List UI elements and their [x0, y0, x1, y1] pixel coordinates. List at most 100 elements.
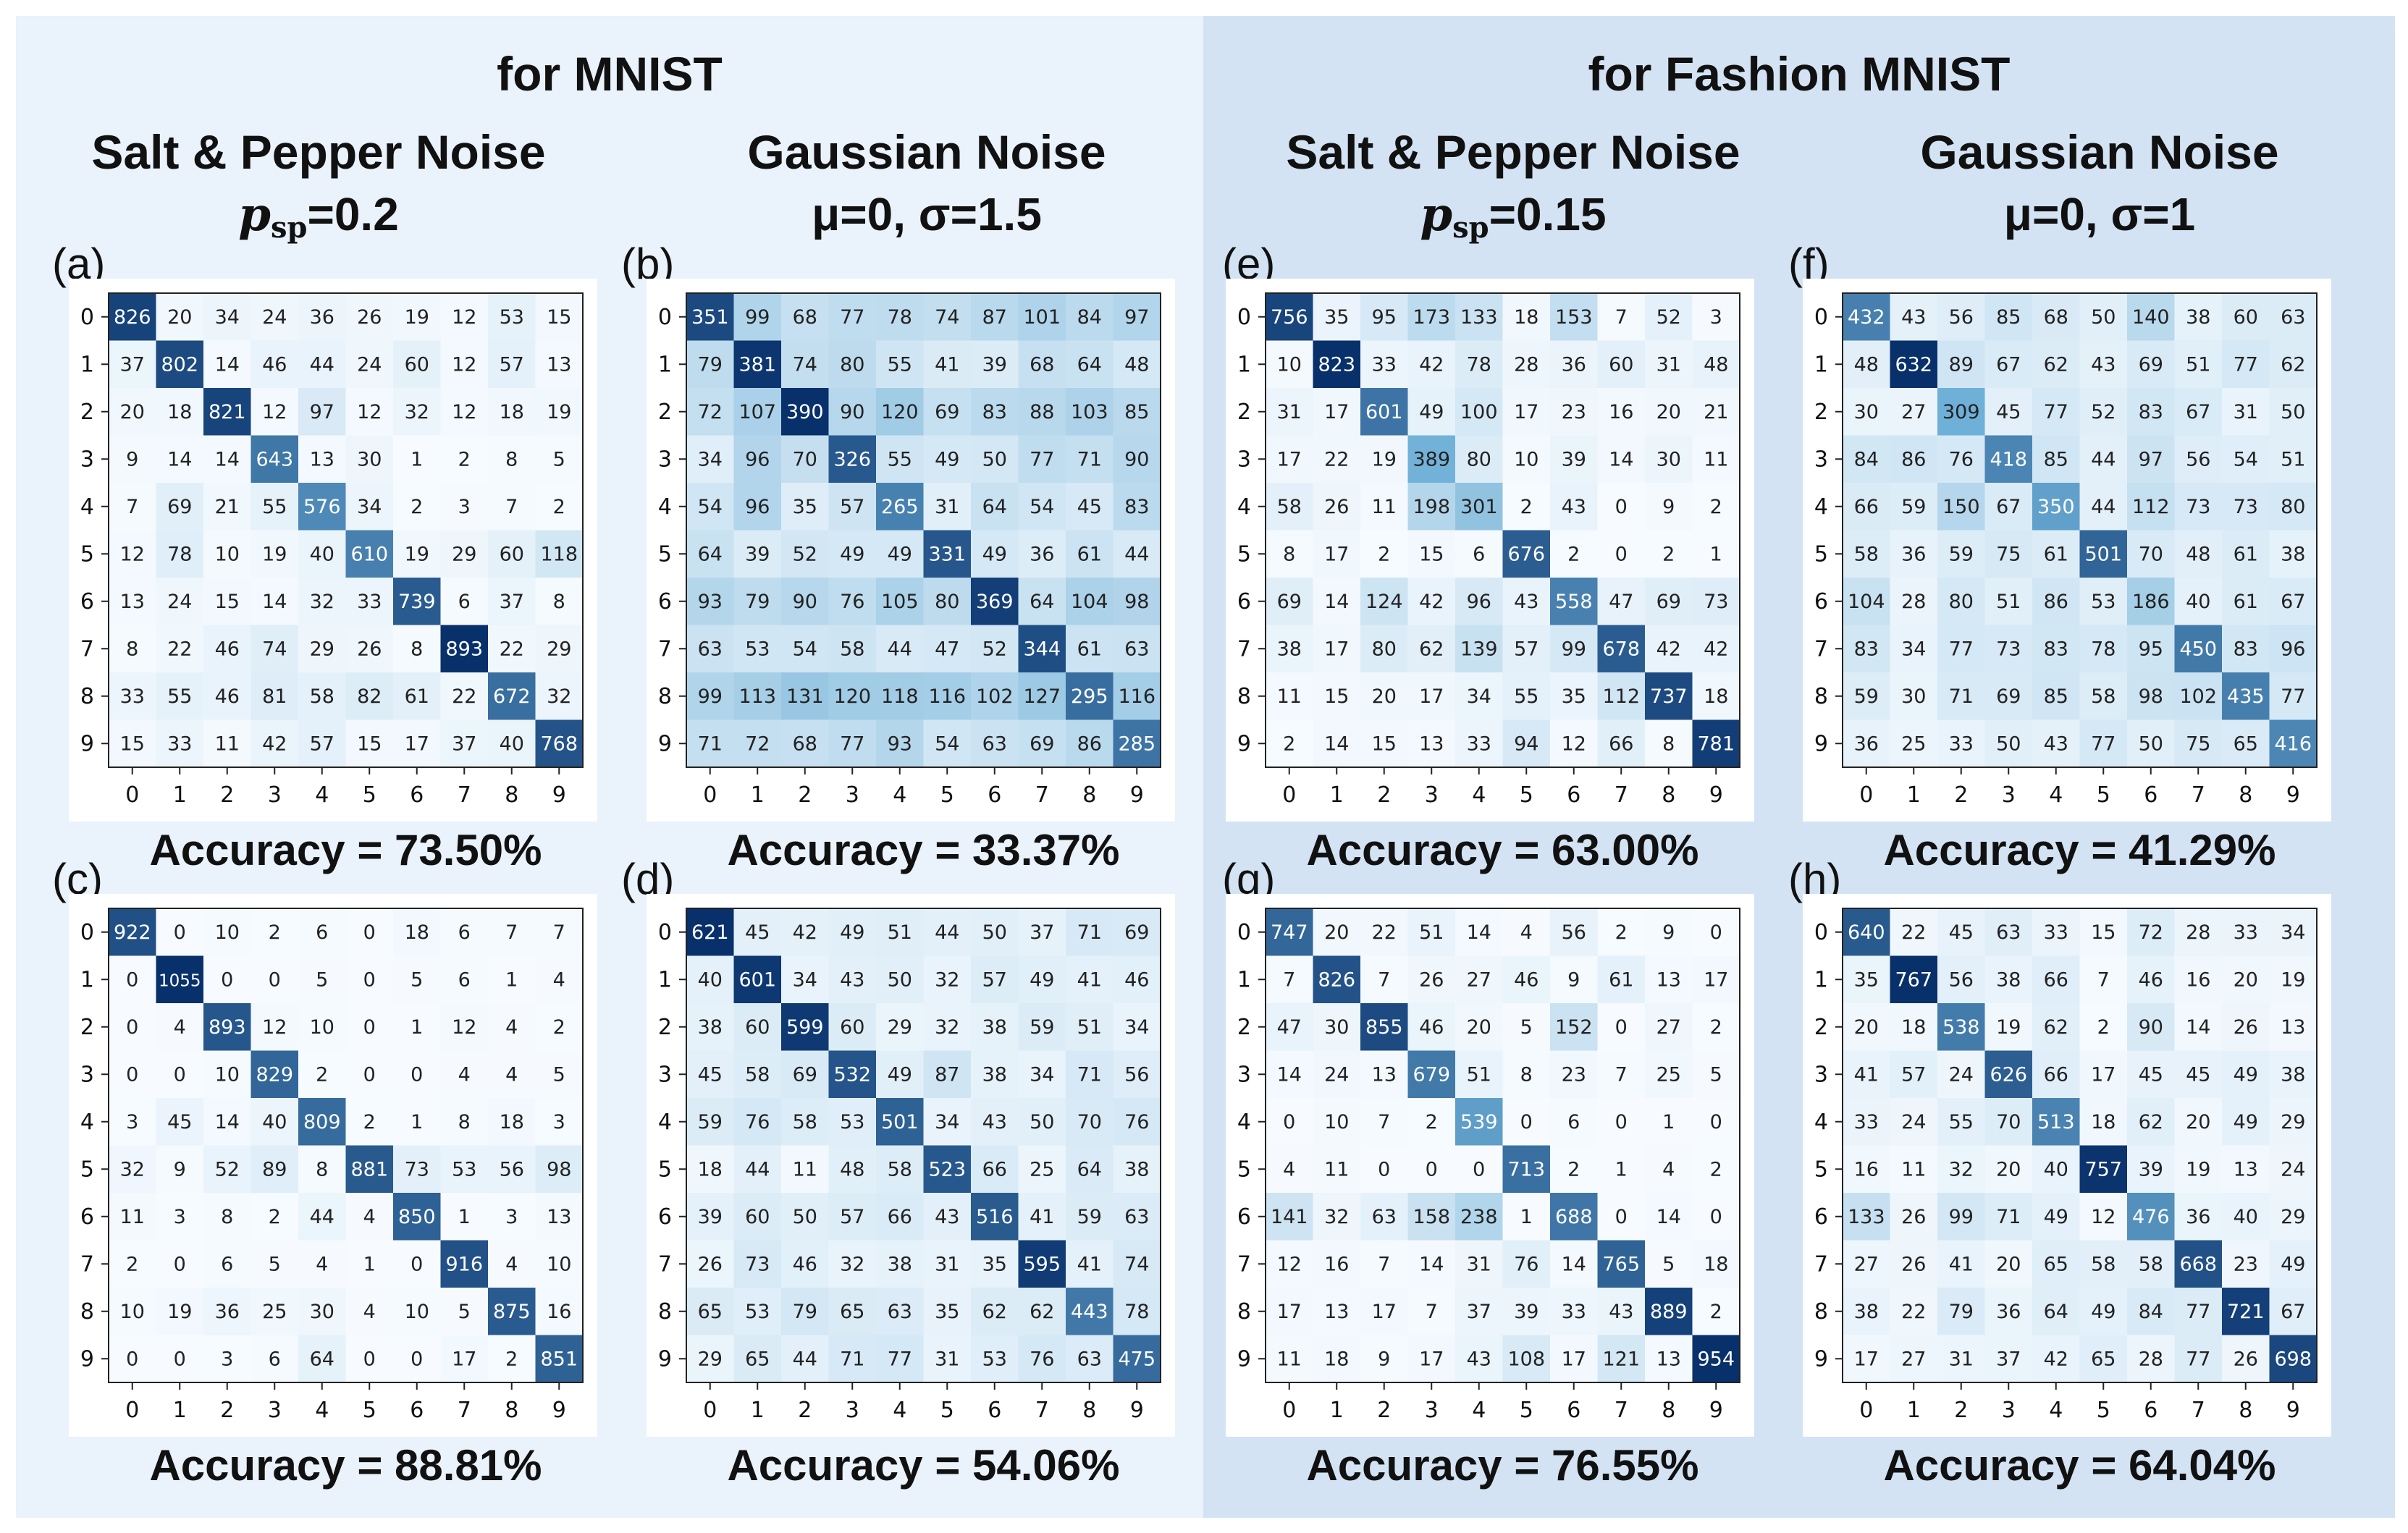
cell-value-label: 1 [1520, 1206, 1533, 1228]
cell-value-label: 46 [215, 685, 240, 708]
cell-value-label: 37 [500, 591, 524, 613]
cell-value-label: 0 [411, 1348, 423, 1370]
cell-value-label: 33 [1372, 353, 1397, 376]
cell-value-label: 40 [2186, 591, 2210, 613]
cell-value-label: 63 [698, 638, 723, 660]
heatmap-cell [2269, 340, 2318, 389]
heatmap-cell [1455, 719, 1503, 768]
heatmap-cell [876, 672, 924, 720]
cell-value-label: 53 [745, 638, 770, 660]
cell-value-label: 13 [1656, 1348, 1681, 1370]
cell-value-label: 23 [1562, 1063, 1586, 1086]
heatmap-cell [1360, 340, 1408, 389]
heatmap-cell [203, 719, 251, 768]
heatmap-cell [1360, 719, 1408, 768]
cell-value-label: 71 [1996, 1206, 2021, 1228]
cell-value-label: 66 [888, 1206, 912, 1228]
heatmap-cell [109, 719, 156, 768]
cell-value-label: 14 [1277, 1063, 1302, 1086]
heatmap-cell [251, 435, 299, 483]
cell-value-label: 97 [1124, 306, 1149, 329]
heatmap-cell [440, 672, 489, 720]
cell-value-label: 127 [1023, 685, 1061, 708]
cell-value-label: 20 [1996, 1253, 2021, 1275]
y-tick-label: 5 [1814, 541, 1828, 567]
cell-value-label: 67 [2281, 591, 2305, 613]
cell-value-label: 15 [357, 732, 382, 755]
heatmap-cell [298, 1335, 346, 1383]
cell-value-label: 37 [1467, 1301, 1491, 1323]
cell-value-label: 51 [1419, 921, 1444, 944]
cell-value-label: 539 [1460, 1111, 1498, 1133]
cell-value-label: 68 [793, 306, 817, 329]
heatmap-cell [440, 293, 489, 341]
cell-value-label: 601 [738, 968, 776, 991]
cell-value-label: 10 [215, 1063, 240, 1086]
cell-value-label: 66 [982, 1158, 1007, 1181]
heatmap-cell [876, 1003, 924, 1051]
heatmap-cell [2032, 955, 2080, 1004]
heatmap-cell [2032, 719, 2080, 768]
cell-value-label: 0 [126, 1016, 138, 1039]
cell-value-label: 20 [1656, 401, 1681, 423]
cell-value-label: 767 [1895, 968, 1932, 991]
heatmap-cell [488, 1193, 536, 1241]
cell-value-label: 37 [120, 353, 145, 376]
heatmap-cell [298, 908, 346, 956]
heatmap-cell [1843, 1003, 1890, 1051]
heatmap-cell [2079, 1193, 2128, 1241]
heatmap-cell [1984, 340, 2033, 389]
cell-value-label: 82 [357, 685, 382, 708]
heatmap-cell [2174, 483, 2223, 531]
heatmap-cell [2032, 340, 2080, 389]
cell-value-label: 6 [1567, 1111, 1580, 1133]
cell-value-label: 41 [1030, 1206, 1054, 1228]
cell-value-label: 2 [1378, 543, 1390, 565]
heatmap-cell [2032, 388, 2080, 436]
cell-value-label: 50 [2139, 732, 2163, 755]
heatmap-cell [1597, 719, 1646, 768]
heatmap-cell [203, 1240, 251, 1288]
heatmap-cell [1645, 1240, 1693, 1288]
cell-value-label: 64 [310, 1348, 334, 1370]
cell-value-label: 12 [262, 1016, 287, 1039]
cell-value-label: 14 [1562, 1253, 1586, 1275]
y-tick-label: 1 [1814, 967, 1828, 992]
cell-value-label: 2 [269, 1206, 281, 1228]
cell-value-label: 2 [1710, 496, 1722, 518]
heatmap-cell [1066, 955, 1114, 1004]
cell-value-label: 73 [405, 1158, 429, 1181]
heatmap-cell [1360, 955, 1408, 1004]
heatmap-cell [440, 1335, 489, 1383]
heatmap-cell [440, 1193, 489, 1241]
cell-value-label: 66 [1609, 732, 1633, 755]
cell-value-label: 28 [1901, 591, 1926, 613]
heatmap-cell [781, 1098, 829, 1146]
x-tick-label: 5 [2097, 1398, 2110, 1423]
y-tick-label: 4 [658, 494, 672, 520]
heatmap-cell [393, 1098, 441, 1146]
cell-value-label: 875 [493, 1301, 531, 1323]
cell-value-label: 57 [840, 496, 864, 518]
cell-value-label: 11 [1277, 685, 1302, 708]
cell-value-label: 30 [357, 448, 382, 470]
heatmap-cell [1018, 388, 1066, 436]
cell-value-label: 7 [1378, 968, 1390, 991]
heatmap-cell [1843, 435, 1890, 483]
cell-value-label: 77 [1949, 638, 1974, 660]
cell-value-label: 77 [1030, 448, 1054, 470]
cell-value-label: 70 [2139, 543, 2163, 565]
heatmap-cell [1066, 530, 1114, 578]
heatmap-cell [1407, 1193, 1456, 1241]
heatmap-cell [1692, 1098, 1740, 1146]
y-tick-label: 6 [1237, 589, 1251, 615]
heatmap-cell [923, 530, 972, 578]
cell-value-label: 516 [976, 1206, 1014, 1228]
cell-value-label: 48 [840, 1158, 864, 1181]
cell-value-label: 2 [1662, 543, 1675, 565]
cell-value-label: 8 [1662, 732, 1675, 755]
heatmap-cell [1843, 1335, 1890, 1383]
cell-value-label: 18 [1704, 1253, 1728, 1275]
cell-value-label: 0 [1520, 1111, 1533, 1133]
cell-value-label: 14 [215, 353, 240, 376]
